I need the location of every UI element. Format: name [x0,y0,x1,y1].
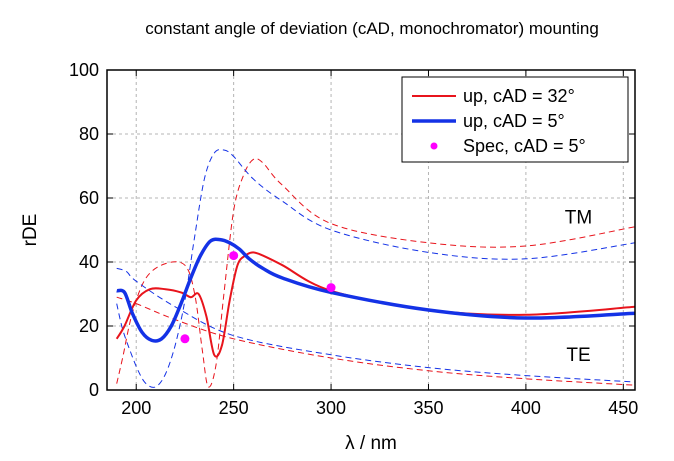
scatter-point [180,334,190,344]
legend-marker [430,142,438,150]
x-axis-label: λ / nm [345,433,397,454]
dashed-series-line [116,267,635,383]
scatter-point [229,251,239,261]
annotation-label: TE [566,345,590,366]
legend-label: up, cAD = 32° [463,86,575,106]
annotation-label: TM [565,208,592,229]
x-tick-label: 400 [511,398,541,418]
x-tick-label: 350 [413,398,443,418]
legend-label: up, cAD = 5° [463,111,565,131]
dashed-series-line [116,296,635,386]
x-tick-label: 300 [316,398,346,418]
y-tick-label: 20 [79,316,99,336]
chart-title: constant angle of deviation (cAD, monoch… [145,19,599,38]
series-line [116,237,635,343]
y-tick-label: 100 [69,60,99,80]
legend: up, cAD = 32° up, cAD = 5° Spec, cAD = 5° [401,76,629,163]
legend-label: Spec, cAD = 5° [463,136,586,156]
dashed-series-line [116,158,635,388]
y-tick-label: 60 [79,188,99,208]
series-layer [115,149,635,388]
annotations: TM TE [565,208,592,367]
y-tick-label: 40 [79,252,99,272]
x-tick-label: 450 [608,398,638,418]
x-tick-label: 250 [219,398,249,418]
y-axis-label: rDE [20,214,41,247]
x-tick-label: 200 [121,398,151,418]
scatter-point [326,283,336,293]
y-tick-label: 0 [89,380,99,400]
ticks: 200 250 300 350 400 450 0 20 40 60 80 100 [69,60,638,418]
dashed-series-line [116,149,635,388]
y-tick-label: 80 [79,124,99,144]
plot-frame [106,69,636,391]
